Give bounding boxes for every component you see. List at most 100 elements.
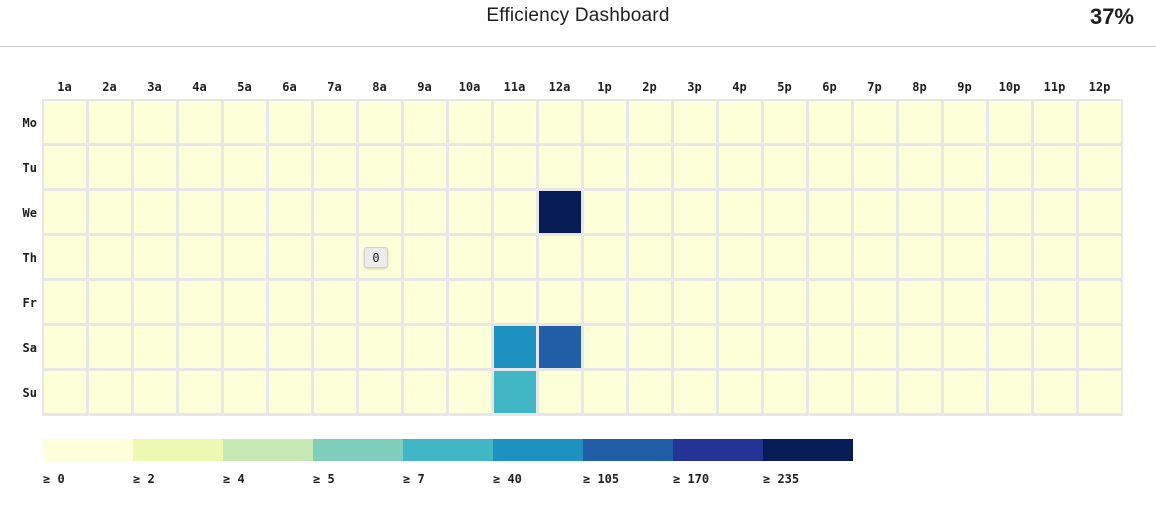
heatmap-cell-fr-6a[interactable] (269, 281, 311, 323)
heatmap-cell-su-3a[interactable] (134, 371, 176, 413)
heatmap-cell-th-2a[interactable] (89, 236, 131, 278)
heatmap-cell-tu-12p[interactable] (1079, 146, 1121, 188)
heatmap-cell-tu-4p[interactable] (719, 146, 761, 188)
heatmap-cell-su-9a[interactable] (404, 371, 446, 413)
heatmap-cell-su-6a[interactable] (269, 371, 311, 413)
heatmap-cell-th-5p[interactable] (764, 236, 806, 278)
heatmap-cell-we-5p[interactable] (764, 191, 806, 233)
heatmap-cell-fr-12a[interactable] (539, 281, 581, 323)
heatmap-cell-mo-4p[interactable] (719, 101, 761, 143)
heatmap-cell-tu-10p[interactable] (989, 146, 1031, 188)
heatmap-cell-su-4p[interactable] (719, 371, 761, 413)
heatmap-cell-mo-10a[interactable] (449, 101, 491, 143)
heatmap-cell-sa-12a[interactable] (539, 326, 581, 368)
heatmap-cell-su-7p[interactable] (854, 371, 896, 413)
heatmap-cell-tu-8p[interactable] (899, 146, 941, 188)
heatmap-cell-we-7p[interactable] (854, 191, 896, 233)
heatmap-cell-tu-5a[interactable] (224, 146, 266, 188)
heatmap-cell-fr-4p[interactable] (719, 281, 761, 323)
heatmap-cell-th-3a[interactable] (134, 236, 176, 278)
heatmap-cell-we-2a[interactable] (89, 191, 131, 233)
heatmap-cell-su-2a[interactable] (89, 371, 131, 413)
heatmap-cell-sa-10p[interactable] (989, 326, 1031, 368)
heatmap-cell-th-6a[interactable] (269, 236, 311, 278)
heatmap-cell-sa-5a[interactable] (224, 326, 266, 368)
heatmap-cell-su-6p[interactable] (809, 371, 851, 413)
heatmap-cell-th-5a[interactable] (224, 236, 266, 278)
heatmap-cell-sa-7a[interactable] (314, 326, 356, 368)
heatmap-cell-th-6p[interactable] (809, 236, 851, 278)
heatmap-cell-fr-3a[interactable] (134, 281, 176, 323)
heatmap-cell-we-9p[interactable] (944, 191, 986, 233)
heatmap-cell-tu-6p[interactable] (809, 146, 851, 188)
heatmap-cell-we-3a[interactable] (134, 191, 176, 233)
heatmap-cell-fr-9a[interactable] (404, 281, 446, 323)
heatmap-cell-tu-2p[interactable] (629, 146, 671, 188)
heatmap-cell-th-1p[interactable] (584, 236, 626, 278)
heatmap-cell-sa-1p[interactable] (584, 326, 626, 368)
heatmap-cell-we-12a[interactable] (539, 191, 581, 233)
heatmap-cell-th-10p[interactable] (989, 236, 1031, 278)
heatmap-cell-su-1p[interactable] (584, 371, 626, 413)
heatmap-cell-su-11p[interactable] (1034, 371, 1076, 413)
heatmap-cell-mo-12a[interactable] (539, 101, 581, 143)
heatmap-cell-tu-8a[interactable] (359, 146, 401, 188)
heatmap-cell-mo-1a[interactable] (44, 101, 86, 143)
heatmap-cell-mo-2a[interactable] (89, 101, 131, 143)
heatmap-cell-su-5a[interactable] (224, 371, 266, 413)
heatmap-cell-we-10a[interactable] (449, 191, 491, 233)
heatmap-cell-sa-6a[interactable] (269, 326, 311, 368)
heatmap-cell-sa-8p[interactable] (899, 326, 941, 368)
heatmap-cell-mo-9p[interactable] (944, 101, 986, 143)
heatmap-cell-su-3p[interactable] (674, 371, 716, 413)
heatmap-cell-th-7p[interactable] (854, 236, 896, 278)
heatmap-cell-we-6p[interactable] (809, 191, 851, 233)
heatmap-cell-th-9p[interactable] (944, 236, 986, 278)
heatmap-cell-fr-1p[interactable] (584, 281, 626, 323)
heatmap-cell-tu-11p[interactable] (1034, 146, 1076, 188)
heatmap-cell-we-11a[interactable] (494, 191, 536, 233)
heatmap-cell-mo-2p[interactable] (629, 101, 671, 143)
heatmap-cell-th-4a[interactable] (179, 236, 221, 278)
heatmap-cell-fr-12p[interactable] (1079, 281, 1121, 323)
heatmap-cell-fr-9p[interactable] (944, 281, 986, 323)
heatmap-cell-tu-10a[interactable] (449, 146, 491, 188)
heatmap-cell-fr-8p[interactable] (899, 281, 941, 323)
heatmap-cell-su-8p[interactable] (899, 371, 941, 413)
heatmap-cell-fr-1a[interactable] (44, 281, 86, 323)
heatmap-cell-th-7a[interactable] (314, 236, 356, 278)
heatmap-cell-th-9a[interactable] (404, 236, 446, 278)
heatmap-cell-sa-1a[interactable] (44, 326, 86, 368)
heatmap-cell-we-4a[interactable] (179, 191, 221, 233)
heatmap-cell-tu-9a[interactable] (404, 146, 446, 188)
heatmap-cell-su-8a[interactable] (359, 371, 401, 413)
heatmap-cell-we-2p[interactable] (629, 191, 671, 233)
heatmap-cell-we-9a[interactable] (404, 191, 446, 233)
heatmap-cell-su-9p[interactable] (944, 371, 986, 413)
heatmap-cell-fr-11p[interactable] (1034, 281, 1076, 323)
heatmap-cell-mo-7a[interactable] (314, 101, 356, 143)
heatmap-cell-we-5a[interactable] (224, 191, 266, 233)
heatmap-cell-sa-11p[interactable] (1034, 326, 1076, 368)
heatmap-cell-su-10a[interactable] (449, 371, 491, 413)
heatmap-cell-we-8p[interactable] (899, 191, 941, 233)
heatmap-cell-sa-9p[interactable] (944, 326, 986, 368)
heatmap-cell-fr-7p[interactable] (854, 281, 896, 323)
heatmap-cell-su-5p[interactable] (764, 371, 806, 413)
heatmap-cell-mo-7p[interactable] (854, 101, 896, 143)
heatmap-cell-we-10p[interactable] (989, 191, 1031, 233)
heatmap-cell-sa-9a[interactable] (404, 326, 446, 368)
heatmap-cell-we-8a[interactable] (359, 191, 401, 233)
heatmap-cell-tu-7p[interactable] (854, 146, 896, 188)
heatmap-cell-sa-3a[interactable] (134, 326, 176, 368)
heatmap-cell-su-7a[interactable] (314, 371, 356, 413)
heatmap-cell-tu-3p[interactable] (674, 146, 716, 188)
heatmap-cell-su-1a[interactable] (44, 371, 86, 413)
heatmap-cell-su-4a[interactable] (179, 371, 221, 413)
heatmap-cell-we-3p[interactable] (674, 191, 716, 233)
heatmap-cell-tu-3a[interactable] (134, 146, 176, 188)
heatmap-cell-fr-3p[interactable] (674, 281, 716, 323)
heatmap-cell-th-10a[interactable] (449, 236, 491, 278)
heatmap-cell-su-10p[interactable] (989, 371, 1031, 413)
heatmap-cell-tu-2a[interactable] (89, 146, 131, 188)
